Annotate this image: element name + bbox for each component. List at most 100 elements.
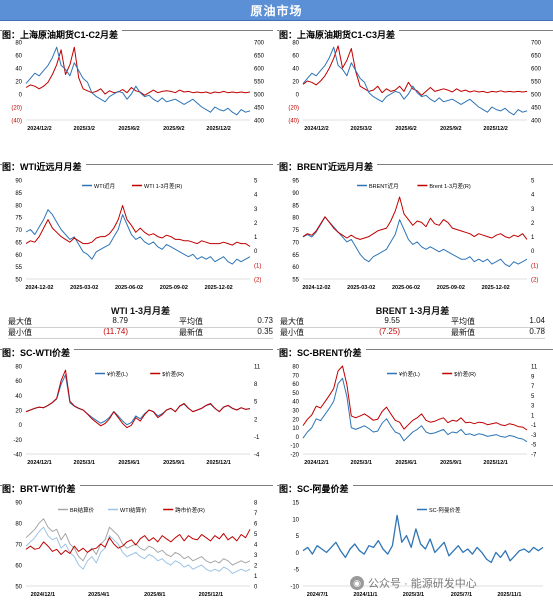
right-tick-label: 700 — [254, 41, 265, 47]
brent-latest-value: 0.78 — [529, 327, 545, 336]
left-tick-label: 85 — [15, 191, 22, 197]
right-tick-label: 9 — [531, 374, 535, 380]
wti-min-value: (11.74) — [103, 327, 128, 336]
series-line-1 — [302, 216, 528, 268]
right-tick-label: 5 — [531, 179, 535, 185]
left-tick-label: 0 — [296, 93, 300, 99]
x-tick-label: 2024/12/1 — [27, 460, 51, 466]
left-tick-label: 65 — [292, 253, 299, 259]
left-tick-label: 40 — [292, 67, 299, 73]
left-tick-label: 80 — [292, 365, 299, 371]
left-tick-label: -10 — [290, 585, 299, 591]
left-tick-label: 55 — [15, 265, 22, 271]
x-tick-label: 2025/3/1 — [74, 460, 95, 466]
left-tick-label: 50 — [15, 278, 22, 284]
series-line-2 — [25, 46, 251, 116]
series-line-3 — [25, 529, 251, 555]
x-tick-label: 2025-03-02 — [70, 285, 98, 291]
x-tick-label: 2025/7/1 — [451, 592, 472, 598]
x-tick-label: 2024/12/2 — [304, 126, 328, 132]
x-tick-label: 2025-03-02 — [347, 285, 375, 291]
right-tick-label: 4 — [254, 193, 258, 199]
left-tick-label: 90 — [292, 191, 299, 197]
left-tick-label: 20 — [15, 80, 22, 86]
right-tick-label: 7 — [254, 511, 258, 517]
x-tick-label: 2025-06-02 — [115, 285, 143, 291]
right-tick-label: (2) — [254, 278, 261, 284]
left-tick-label: 60 — [15, 54, 22, 60]
legend-label: BRENT近月 — [369, 182, 399, 190]
brent-max-label: 最大值 — [280, 317, 304, 326]
left-tick-label: 70 — [292, 240, 299, 246]
right-tick-label: 650 — [254, 54, 265, 60]
legend-label: WTI结算价 — [120, 506, 147, 514]
x-tick-label: 2025-12-02 — [482, 285, 510, 291]
x-tick-label: 2025/12/1 — [483, 460, 507, 466]
left-tick-label: 20 — [292, 417, 299, 423]
x-tick-label: 2025/12/1 — [199, 592, 223, 598]
series-line-1 — [25, 209, 251, 265]
chart-title: 图：上海原油期货C1-C3月差 — [279, 28, 400, 41]
right-tick-label: 600 — [254, 67, 265, 73]
right-tick-label: 650 — [531, 54, 542, 60]
right-tick-label: -1 — [254, 435, 260, 441]
x-tick-label: 2024-12-02 — [25, 285, 53, 291]
watermark: ◉ 公众号 · 能源研发中心 — [350, 575, 477, 591]
left-tick-label: 80 — [15, 203, 22, 209]
x-tick-label: 2025/3/1 — [403, 592, 424, 598]
legend-label: ¥价差(L) — [399, 370, 420, 378]
chart-title: 图：BRT-WTI价差 — [2, 482, 80, 495]
series-line-1 — [25, 46, 251, 96]
left-tick-label: 60 — [292, 382, 299, 388]
right-tick-label: 450 — [254, 106, 265, 112]
x-tick-label: 2025-09-02 — [437, 285, 465, 291]
right-tick-label: (1) — [531, 263, 538, 269]
left-tick-label: 60 — [15, 379, 22, 385]
brent-min-label: 最小值 — [280, 328, 304, 337]
chart-svg-sc_oman: 15 10 5 0 -5 -10 2024/7/1 2024/11/1 2025/3/1 2025… — [290, 501, 544, 598]
right-tick-label: -1 — [531, 423, 537, 429]
left-tick-label: 80 — [15, 41, 22, 47]
right-tick-label: 0 — [254, 585, 258, 591]
left-tick-label: 75 — [292, 228, 299, 234]
x-tick-label: 2025/8/1 — [144, 592, 165, 598]
chart-title: 图：BRENT近远月月差 — [279, 160, 377, 173]
right-tick-label: 2 — [531, 221, 535, 227]
brent-stats-title: BRENT 1-3月月差 — [375, 306, 450, 316]
left-tick-label: 50 — [15, 585, 22, 591]
right-tick-label: 2 — [254, 221, 258, 227]
chart-title: 图：SC-WTI价差 — [2, 346, 74, 359]
left-tick-label: (40) — [11, 119, 22, 125]
series-line-2 — [302, 196, 528, 240]
section-divider — [277, 30, 553, 31]
left-tick-label: 10 — [292, 426, 299, 432]
section-divider — [0, 164, 273, 165]
right-tick-label: 2 — [254, 564, 258, 570]
left-tick-label: 15 — [292, 501, 299, 507]
wti-max-label: 最大值 — [8, 317, 32, 326]
x-tick-label: 2025-12-02 — [205, 285, 233, 291]
x-tick-label: 2025/6/2 — [395, 126, 416, 132]
left-tick-label: 40 — [15, 67, 22, 73]
brent-min-value: (7.25) — [379, 327, 400, 336]
page-banner: 原油市场 — [0, 0, 553, 21]
left-tick-label: 0 — [296, 551, 300, 557]
chart-title: 图：WTI近远月月差 — [2, 160, 86, 173]
right-tick-label: 500 — [254, 93, 265, 99]
right-tick-label: 2 — [254, 417, 258, 423]
left-tick-label: 90 — [15, 179, 22, 185]
left-tick-label: 0 — [296, 435, 300, 441]
chart-svg-brt_wti: 90 80 70 60 50 8 7 6 5 4 3 2 1 0 2024/12/1 2025/4/1 2025… — [15, 501, 258, 599]
x-tick-label: 2025/3/2 — [351, 126, 372, 132]
right-tick-label: 400 — [254, 119, 265, 125]
chart-title: 图：SC-阿曼价差 — [279, 482, 353, 495]
legend-label: ¥价差(L) — [107, 370, 128, 378]
right-tick-label: 550 — [254, 80, 265, 86]
section-divider — [0, 485, 273, 486]
x-tick-label: 2025/6/1 — [118, 460, 139, 466]
wti-avg-value: 0.73 — [257, 316, 273, 325]
right-tick-label: 11 — [254, 365, 261, 371]
left-tick-label: 80 — [292, 41, 299, 47]
right-tick-label: 0 — [531, 249, 535, 255]
x-tick-label: 2024/12/1 — [31, 592, 55, 598]
